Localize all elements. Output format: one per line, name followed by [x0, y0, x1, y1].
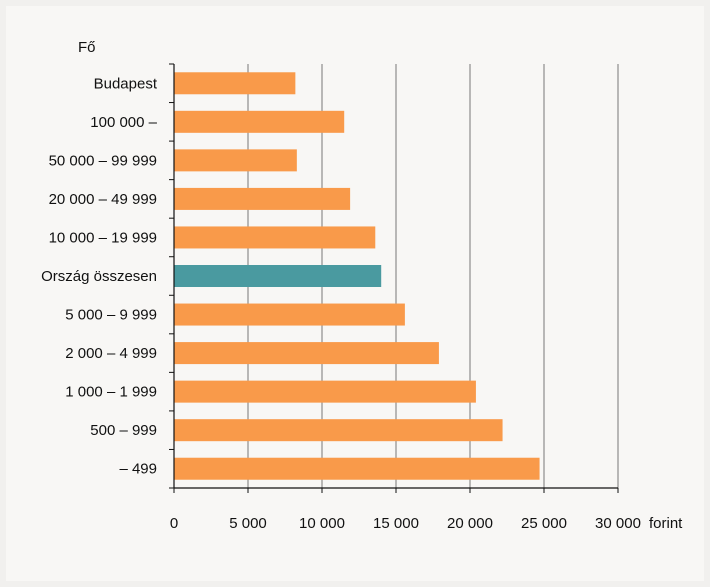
- bar: [174, 110, 345, 133]
- bar: [174, 342, 439, 365]
- x-tick-label: 10 000: [299, 515, 345, 532]
- bar-highlight: [174, 265, 382, 287]
- category-label: 20 000 – 49 999: [49, 191, 157, 208]
- bar: [174, 226, 376, 249]
- x-tick-label: 25 000: [521, 515, 567, 532]
- category-label: 50 000 – 99 999: [49, 152, 157, 169]
- bar: [174, 72, 296, 95]
- x-tick-label: 5 000: [229, 515, 267, 532]
- category-label: 5 000 – 9 999: [65, 307, 157, 324]
- category-label: 10 000 – 19 999: [49, 229, 157, 246]
- bar: [174, 187, 351, 210]
- value-axis-unit: forint: [649, 515, 683, 532]
- category-label: Ország összesen: [41, 268, 157, 285]
- bar: [174, 457, 540, 480]
- bars: [174, 72, 540, 480]
- category-label: 2 000 – 4 999: [65, 345, 157, 362]
- category-label: 500 – 999: [90, 422, 157, 439]
- x-tick-label: 15 000: [373, 515, 419, 532]
- x-tick-label: 20 000: [447, 515, 493, 532]
- category-label: 100 000 –: [90, 114, 157, 131]
- category-label: Budapest: [94, 75, 158, 92]
- x-tick-label: 30 000: [595, 515, 641, 532]
- category-label: 1 000 – 1 999: [65, 384, 157, 401]
- x-tick-labels: 0 5 000 10 000 15 000 20 000 25 000 30 000: [170, 515, 641, 532]
- bar: [174, 149, 297, 172]
- bar: [174, 303, 405, 326]
- bar: [174, 419, 503, 442]
- category-axis-title: Fő: [78, 39, 96, 56]
- x-tick-label: 0: [170, 515, 178, 532]
- chart-panel: [6, 6, 704, 581]
- category-labels: Budapest 100 000 – 50 000 – 99 999 20 000 –…: [41, 75, 158, 477]
- axes: [169, 63, 619, 493]
- category-label: – 499: [119, 461, 157, 478]
- bar: [174, 380, 476, 403]
